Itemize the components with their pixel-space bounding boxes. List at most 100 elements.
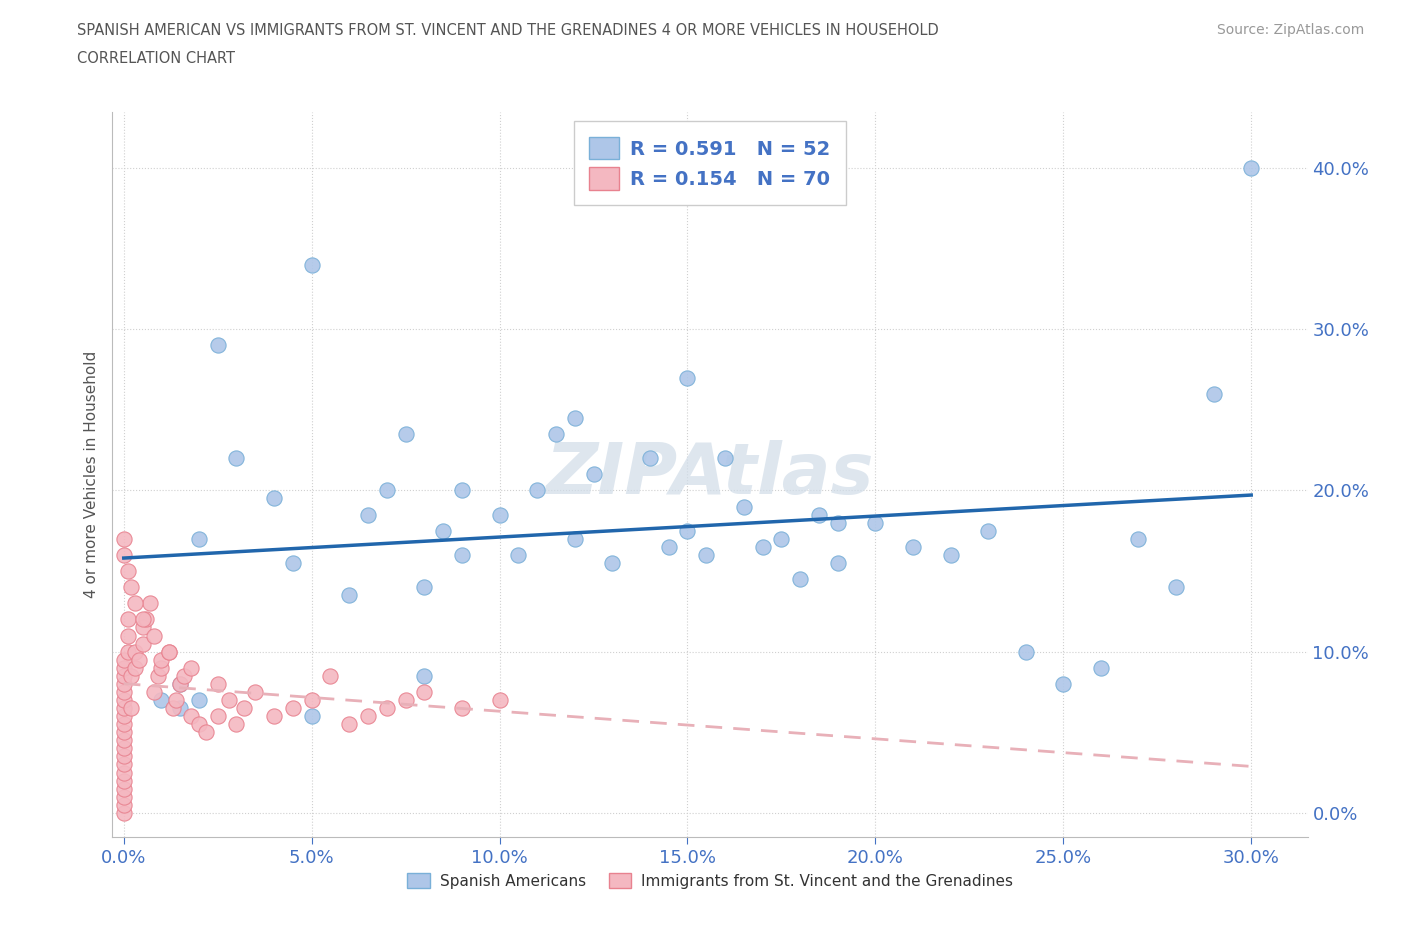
- Point: [281, 555, 304, 570]
- Point: [789, 572, 811, 587]
- Point: [413, 669, 436, 684]
- Point: [263, 491, 285, 506]
- Point: [117, 644, 139, 659]
- Point: [112, 548, 135, 563]
- Point: [112, 724, 135, 739]
- Point: [1052, 676, 1074, 691]
- Point: [301, 258, 323, 272]
- Point: [638, 451, 661, 466]
- Point: [451, 548, 474, 563]
- Point: [169, 700, 191, 715]
- Point: [602, 555, 624, 570]
- Point: [112, 797, 135, 812]
- Point: [357, 507, 380, 522]
- Point: [233, 700, 256, 715]
- Point: [169, 676, 191, 691]
- Point: [714, 451, 737, 466]
- Point: [827, 515, 849, 530]
- Point: [375, 700, 398, 715]
- Point: [658, 539, 681, 554]
- Point: [112, 781, 135, 796]
- Point: [157, 644, 180, 659]
- Point: [112, 790, 135, 804]
- Point: [301, 709, 323, 724]
- Point: [135, 612, 157, 627]
- Point: [751, 539, 773, 554]
- Point: [394, 427, 416, 442]
- Point: [394, 693, 416, 708]
- Point: [146, 669, 169, 684]
- Point: [124, 596, 146, 611]
- Point: [112, 531, 135, 546]
- Point: [120, 579, 142, 594]
- Point: [142, 628, 165, 643]
- Point: [676, 524, 699, 538]
- Point: [173, 669, 195, 684]
- Point: [808, 507, 831, 522]
- Point: [117, 564, 139, 578]
- Text: ZIPAtlas: ZIPAtlas: [546, 440, 875, 509]
- Point: [225, 717, 247, 732]
- Point: [451, 700, 474, 715]
- Point: [112, 669, 135, 684]
- Point: [488, 693, 510, 708]
- Point: [131, 612, 153, 627]
- Point: [1240, 161, 1263, 176]
- Point: [112, 660, 135, 675]
- Point: [225, 451, 247, 466]
- Point: [112, 717, 135, 732]
- Point: [695, 548, 717, 563]
- Point: [676, 370, 699, 385]
- Point: [1015, 644, 1038, 659]
- Point: [451, 483, 474, 498]
- Point: [128, 652, 150, 667]
- Point: [357, 709, 380, 724]
- Point: [131, 620, 153, 635]
- Point: [112, 749, 135, 764]
- Point: [1128, 531, 1150, 546]
- Point: [150, 660, 173, 675]
- Y-axis label: 4 or more Vehicles in Household: 4 or more Vehicles in Household: [83, 351, 98, 598]
- Point: [112, 733, 135, 748]
- Point: [150, 693, 173, 708]
- Point: [319, 669, 342, 684]
- Point: [112, 757, 135, 772]
- Point: [187, 693, 209, 708]
- Point: [117, 628, 139, 643]
- Point: [124, 660, 146, 675]
- Point: [432, 524, 454, 538]
- Legend: Spanish Americans, Immigrants from St. Vincent and the Grenadines: Spanish Americans, Immigrants from St. V…: [401, 867, 1019, 895]
- Point: [187, 717, 209, 732]
- Point: [117, 612, 139, 627]
- Point: [120, 700, 142, 715]
- Point: [195, 724, 218, 739]
- Text: CORRELATION CHART: CORRELATION CHART: [77, 51, 235, 66]
- Point: [112, 684, 135, 699]
- Point: [939, 548, 962, 563]
- Point: [142, 684, 165, 699]
- Point: [413, 684, 436, 699]
- Point: [564, 410, 586, 425]
- Point: [112, 773, 135, 788]
- Point: [413, 579, 436, 594]
- Point: [124, 644, 146, 659]
- Point: [207, 709, 229, 724]
- Point: [245, 684, 267, 699]
- Point: [112, 805, 135, 820]
- Point: [488, 507, 510, 522]
- Point: [733, 499, 755, 514]
- Point: [207, 676, 229, 691]
- Point: [582, 467, 605, 482]
- Point: [901, 539, 924, 554]
- Point: [301, 693, 323, 708]
- Point: [131, 636, 153, 651]
- Point: [977, 524, 1000, 538]
- Point: [112, 676, 135, 691]
- Point: [162, 700, 184, 715]
- Point: [827, 555, 849, 570]
- Point: [169, 676, 191, 691]
- Point: [564, 531, 586, 546]
- Point: [337, 588, 360, 603]
- Point: [375, 483, 398, 498]
- Point: [180, 660, 202, 675]
